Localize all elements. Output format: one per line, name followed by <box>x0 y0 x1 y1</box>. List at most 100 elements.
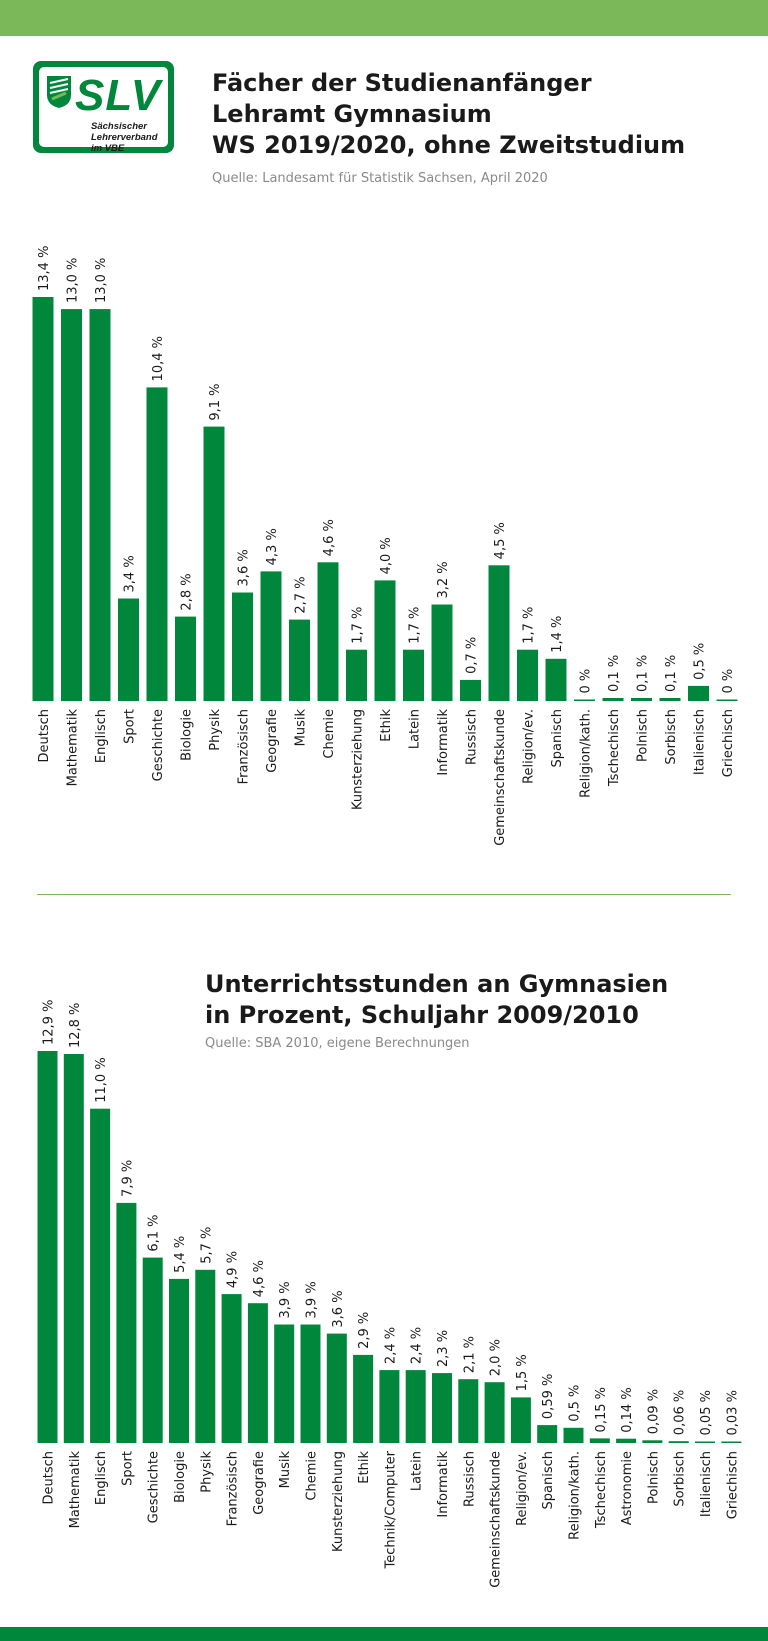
category-label: Informatik <box>436 1451 451 1518</box>
bar-chemie <box>300 1324 321 1443</box>
chart1-title-line: WS 2019/2020, ohne Zweitstudium <box>212 131 686 159</box>
bar-kunsterziehung <box>346 649 367 701</box>
bar-französisch <box>221 1294 242 1443</box>
category-label: Polnisch <box>636 709 651 762</box>
bar-deutsch <box>37 1051 58 1443</box>
value-label: 0,09 % <box>646 1389 661 1434</box>
chart2-title-line: in Prozent, Schuljahr 2009/2010 <box>205 1001 639 1029</box>
category-label: Geschichte <box>151 709 166 781</box>
bar-tschechisch <box>602 698 624 701</box>
value-label: 4,5 % <box>493 522 508 559</box>
category-label: Deutsch <box>42 1451 57 1505</box>
bar-deutsch <box>32 297 54 701</box>
category-label: Italienisch <box>693 709 708 775</box>
category-label: Griechisch <box>725 1451 740 1519</box>
bar-griechisch <box>721 1441 742 1443</box>
category-label: Sport <box>123 709 138 744</box>
category-label: Sport <box>120 1451 135 1486</box>
bar-englisch <box>90 1108 111 1443</box>
value-label: 0,1 % <box>636 655 651 692</box>
value-label: 0,1 % <box>664 655 679 692</box>
category-label: Physik <box>208 709 223 751</box>
value-label: 3,4 % <box>123 555 138 592</box>
value-label: 3,6 % <box>331 1290 346 1327</box>
value-label: 1,7 % <box>351 607 366 644</box>
category-label: Mathematik <box>68 1451 83 1529</box>
category-label: Geografie <box>252 1451 267 1515</box>
value-label: 2,0 % <box>489 1339 504 1376</box>
category-label: Spanisch <box>541 1451 556 1509</box>
bar-italienisch <box>688 685 709 701</box>
category-label: Spanisch <box>550 709 565 767</box>
value-label: 4,6 % <box>252 1260 267 1297</box>
category-label: Kunsterziehung <box>331 1451 346 1552</box>
shield-icon <box>47 76 71 108</box>
chart1-bar-chart: 13,4 % Deutsch 13,0 % Mathematik 13,0 % Engli… <box>32 246 738 846</box>
category-label: Technik/Computer <box>383 1450 398 1569</box>
category-label: Polnisch <box>646 1451 661 1504</box>
bar-biologie <box>175 616 196 701</box>
category-label: Musik <box>294 709 309 747</box>
chart1-title: Fächer der Studienanfänger Lehramt Gymna… <box>212 68 685 161</box>
bar-russisch <box>460 679 481 701</box>
chart1-source: Quelle: Landesamt für Statistik Sachsen,… <box>212 171 548 186</box>
bar-sorbisch <box>668 1441 689 1443</box>
value-label: 12,8 % <box>68 1003 83 1048</box>
bar-polnisch <box>631 698 652 701</box>
bar-musik <box>289 619 310 701</box>
value-label: 9,1 % <box>208 383 223 420</box>
bar-latein <box>403 649 424 701</box>
value-label: 5,4 % <box>173 1236 188 1273</box>
logo-inner: SLV Sächsischer Lehrerverband im VBE <box>39 67 168 154</box>
category-label: Russisch <box>465 709 480 765</box>
category-label: Tschechisch <box>607 709 622 787</box>
bar-religion-kath- <box>574 699 595 701</box>
bar-sorbisch <box>659 698 681 701</box>
bar-technik-computer <box>379 1370 400 1443</box>
category-label: Religion/ev. <box>522 709 537 784</box>
bar-gemeinschaftskunde <box>488 565 510 701</box>
category-label: Sorbisch <box>664 709 679 765</box>
category-label: Tschechisch <box>594 1451 609 1529</box>
category-label: Italienisch <box>699 1451 714 1517</box>
bottom-bar <box>0 1627 768 1641</box>
value-label: 0,05 % <box>699 1390 714 1435</box>
section-divider <box>37 894 731 895</box>
bar-religion-ev- <box>510 1397 531 1443</box>
value-label: 2,4 % <box>410 1327 425 1364</box>
category-label: Gemeinschaftskunde <box>493 709 508 846</box>
bar-geografie <box>260 571 282 701</box>
category-label: Englisch <box>94 1451 109 1505</box>
value-label: 5,7 % <box>199 1227 214 1264</box>
bar-geschichte <box>142 1257 163 1443</box>
value-label: 0 % <box>579 669 594 694</box>
value-label: 4,0 % <box>379 537 394 574</box>
category-label: Französisch <box>226 1451 241 1526</box>
value-label: 3,9 % <box>278 1281 293 1318</box>
category-label: Ethik <box>379 709 394 742</box>
category-label: Biologie <box>173 1451 188 1503</box>
chart2-source: Quelle: SBA 2010, eigene Berechnungen <box>205 1036 470 1051</box>
value-label: 4,3 % <box>265 528 280 565</box>
value-label: 13,0 % <box>94 258 109 303</box>
value-label: 1,5 % <box>515 1354 530 1391</box>
chart2-title-line: Unterrichtsstunden an Gymnasien <box>205 970 669 998</box>
category-label: Russisch <box>462 1451 477 1507</box>
value-label: 0,1 % <box>607 655 622 692</box>
logo-text: SLV <box>75 71 162 120</box>
category-label: Biologie <box>180 709 195 761</box>
category-label: Französisch <box>237 709 252 784</box>
bar-spanisch <box>537 1425 558 1443</box>
bar-sport <box>118 598 139 701</box>
value-label: 4,9 % <box>226 1251 241 1288</box>
value-label: 2,8 % <box>180 573 195 610</box>
category-label: Astronomie <box>620 1451 635 1525</box>
category-label: Gemeinschaftskunde <box>489 1451 504 1588</box>
bar-informatik <box>431 604 453 701</box>
value-label: 2,9 % <box>357 1312 372 1349</box>
bar-englisch <box>89 309 111 701</box>
value-label: 3,6 % <box>237 549 252 586</box>
chart1-title-line: Fächer der Studienanfänger <box>212 69 592 97</box>
category-label: Englisch <box>94 709 109 763</box>
bar-gemeinschaftskunde <box>484 1382 505 1443</box>
